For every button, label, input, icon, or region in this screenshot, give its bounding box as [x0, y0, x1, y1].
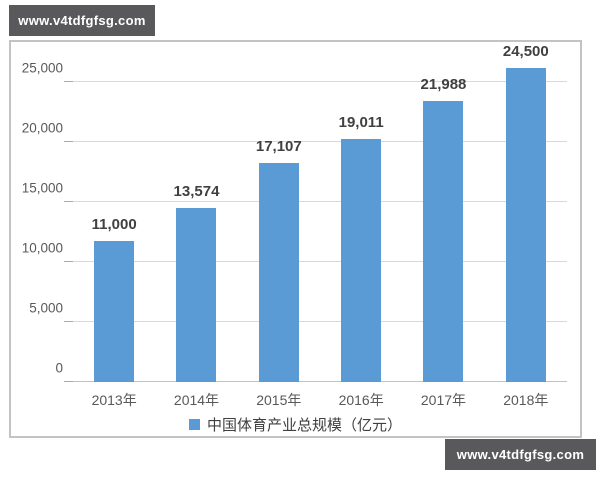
x-tick-label: 2013年 — [91, 392, 137, 408]
bar-column: 21,988 — [402, 62, 484, 382]
x-tick-label: 2017年 — [420, 392, 467, 408]
bar — [176, 208, 217, 382]
legend-label: 中国体育产业总规模（亿元） — [206, 417, 402, 434]
bar — [94, 241, 135, 382]
y-tick-label: 25,000 — [21, 60, 63, 75]
bar-column: 13,574 — [155, 62, 237, 382]
bar — [341, 138, 382, 382]
bar-column: 24,500 — [485, 43, 567, 382]
bar — [423, 100, 464, 382]
y-tick-label: 0 — [55, 360, 63, 375]
gridline — [73, 381, 567, 382]
x-axis: 2013年 2014年 2015年 2016年 2017年 2018年 — [73, 390, 567, 410]
y-axis-tick — [64, 261, 73, 262]
gridline — [73, 201, 567, 202]
gridline — [73, 81, 567, 82]
y-axis-tick — [64, 201, 73, 202]
x-tick-label: 2015年 — [256, 392, 302, 408]
bar-value-label: 13,574 — [173, 183, 220, 201]
y-axis-tick — [64, 81, 73, 82]
bar-column: 17,107 — [238, 62, 320, 382]
bar-value-label: 24,500 — [502, 43, 549, 61]
x-tick-label: 2018年 — [503, 392, 549, 408]
bar-column: 19,011 — [320, 62, 402, 382]
y-axis-tick — [64, 321, 73, 322]
x-tick-label: 2016年 — [338, 392, 384, 408]
gridline — [73, 321, 567, 322]
bar-value-label: 19,011 — [338, 113, 384, 131]
y-tick-label: 5,000 — [29, 300, 63, 315]
watermark-bottom: www.v4tdfgfsg.com — [445, 439, 596, 470]
y-tick-label: 10,000 — [21, 240, 63, 255]
bar — [258, 163, 299, 382]
watermark-top: www.v4tdfgfsg.com — [9, 5, 155, 36]
bar-value-label: 11,000 — [91, 216, 137, 234]
y-tick-label: 15,000 — [21, 180, 63, 195]
gridline — [73, 141, 567, 142]
y-axis-tick — [64, 141, 73, 142]
x-tick-label: 2014年 — [173, 392, 220, 408]
legend-swatch-icon — [188, 419, 200, 430]
legend: 中国体育产业总规模（亿元） — [11, 414, 580, 435]
y-axis-tick — [64, 381, 73, 382]
bar-value-label: 21,988 — [420, 75, 467, 93]
bar-series: 11,000 13,574 17,107 19,011 21,988 24,500 — [73, 43, 567, 382]
bar-value-label: 17,107 — [255, 138, 302, 156]
y-tick-label: 20,000 — [21, 120, 63, 135]
chart-frame: 0 5,000 10,000 15,000 20,000 25,000 11,000 13,… — [9, 40, 582, 438]
bar — [505, 68, 546, 382]
gridline — [73, 261, 567, 262]
bar-column: 11,000 — [73, 62, 155, 382]
plot-area: 0 5,000 10,000 15,000 20,000 25,000 11,000 13,… — [22, 43, 567, 382]
